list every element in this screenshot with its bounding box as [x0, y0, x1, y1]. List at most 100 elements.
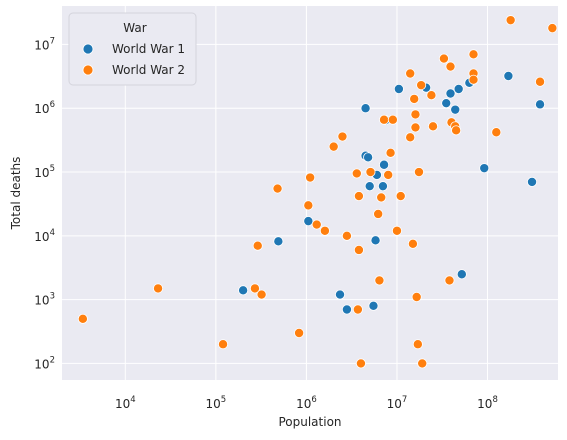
point-world-war-2: [272, 183, 283, 194]
point-world-war-2: [395, 191, 406, 202]
point-world-war-2: [410, 122, 421, 133]
point-world-war-1: [445, 88, 456, 99]
point-world-war-2: [505, 15, 516, 26]
y-tick-label: 107: [34, 36, 55, 52]
point-world-war-1: [360, 103, 371, 114]
y-tick-labels: 102 103 104 105 106 107: [34, 36, 55, 371]
point-world-war-2: [256, 289, 267, 300]
y-tick-label: 103: [34, 292, 55, 308]
point-world-war-2: [303, 200, 314, 211]
point-world-war-2: [428, 121, 439, 132]
point-world-war-1: [503, 70, 514, 81]
point-world-war-2: [355, 358, 366, 369]
x-tick-labels: 104 105 106 107 108: [115, 395, 498, 411]
point-world-war-1: [364, 181, 375, 192]
point-world-war-2: [153, 283, 164, 294]
point-world-war-2: [405, 132, 416, 143]
point-world-war-2: [491, 127, 502, 138]
point-world-war-1: [238, 285, 249, 296]
point-world-war-2: [387, 114, 398, 125]
legend-label-world-war-1: World War 1: [112, 42, 185, 56]
point-world-war-2: [294, 327, 305, 338]
point-world-war-2: [409, 93, 420, 104]
point-world-war-2: [218, 339, 229, 350]
point-world-war-1: [453, 84, 464, 95]
x-tick-label: 106: [296, 395, 317, 411]
y-tick-label: 106: [34, 100, 55, 116]
point-world-war-2: [417, 358, 428, 369]
point-world-war-1: [535, 99, 546, 110]
grid-lines: [62, 6, 558, 380]
point-world-war-2: [451, 125, 462, 136]
y-tick-label: 104: [34, 228, 55, 244]
point-world-war-1: [450, 104, 461, 115]
point-world-war-2: [305, 172, 316, 183]
point-world-war-2: [379, 114, 390, 125]
point-world-war-2: [249, 283, 260, 294]
legend-marker-world-war-1: [82, 43, 94, 55]
point-world-war-1: [377, 181, 388, 192]
y-tick-label: 102: [34, 355, 55, 371]
legend-box: [68, 12, 197, 86]
point-world-war-2: [341, 230, 352, 241]
point-world-war-2: [468, 74, 479, 85]
point-world-war-2: [468, 49, 479, 60]
x-tick-label: 104: [115, 395, 136, 411]
point-world-war-1: [368, 300, 379, 311]
point-world-war-2: [410, 109, 421, 120]
legend-title: War: [123, 21, 146, 35]
point-world-war-1: [341, 304, 352, 315]
legend-label-world-war-2: World War 2: [112, 63, 185, 77]
point-world-war-2: [412, 339, 423, 350]
point-world-war-2: [413, 167, 424, 178]
point-world-war-1: [363, 152, 374, 163]
point-world-war-2: [438, 53, 449, 64]
legend: War World War 1 World War 2: [68, 12, 197, 86]
point-world-war-2: [383, 169, 394, 180]
point-world-war-2: [353, 244, 364, 255]
point-world-war-2: [351, 168, 362, 179]
x-tick-label: 105: [206, 395, 227, 411]
point-world-war-2: [353, 191, 364, 202]
point-world-war-2: [405, 68, 416, 79]
point-world-war-2: [77, 313, 88, 324]
point-world-war-1: [393, 84, 404, 95]
point-world-war-2: [391, 225, 402, 236]
y-axis-label: Total deaths: [9, 157, 23, 231]
point-world-war-2: [411, 291, 422, 302]
point-world-war-2: [376, 192, 387, 203]
point-world-war-2: [328, 141, 339, 152]
point-world-war-2: [337, 131, 348, 142]
point-world-war-2: [416, 80, 427, 91]
point-world-war-1: [303, 216, 314, 227]
x-tick-label: 107: [387, 395, 408, 411]
point-world-war-1: [370, 235, 381, 246]
point-world-war-2: [373, 208, 384, 219]
y-tick-label: 105: [34, 164, 55, 180]
point-world-war-2: [444, 275, 455, 286]
x-axis-label: Population: [278, 415, 341, 429]
data-points: [77, 15, 558, 369]
point-world-war-1: [273, 236, 284, 247]
point-world-war-2: [365, 167, 376, 178]
point-world-war-1: [456, 269, 467, 280]
point-world-war-2: [407, 238, 418, 249]
legend-marker-world-war-2: [82, 64, 94, 76]
point-world-war-1: [335, 289, 346, 300]
point-world-war-2: [319, 225, 330, 236]
point-world-war-1: [527, 176, 538, 187]
point-world-war-2: [426, 90, 437, 101]
point-world-war-2: [535, 76, 546, 87]
point-world-war-1: [441, 98, 452, 109]
point-world-war-2: [385, 147, 396, 158]
point-world-war-2: [252, 240, 263, 251]
point-world-war-2: [445, 61, 456, 72]
point-world-war-2: [374, 275, 385, 286]
x-tick-label: 108: [477, 395, 498, 411]
point-world-war-2: [311, 219, 322, 230]
point-world-war-1: [379, 159, 390, 170]
point-world-war-1: [479, 163, 490, 174]
point-world-war-2: [547, 23, 558, 34]
point-world-war-2: [352, 304, 363, 315]
